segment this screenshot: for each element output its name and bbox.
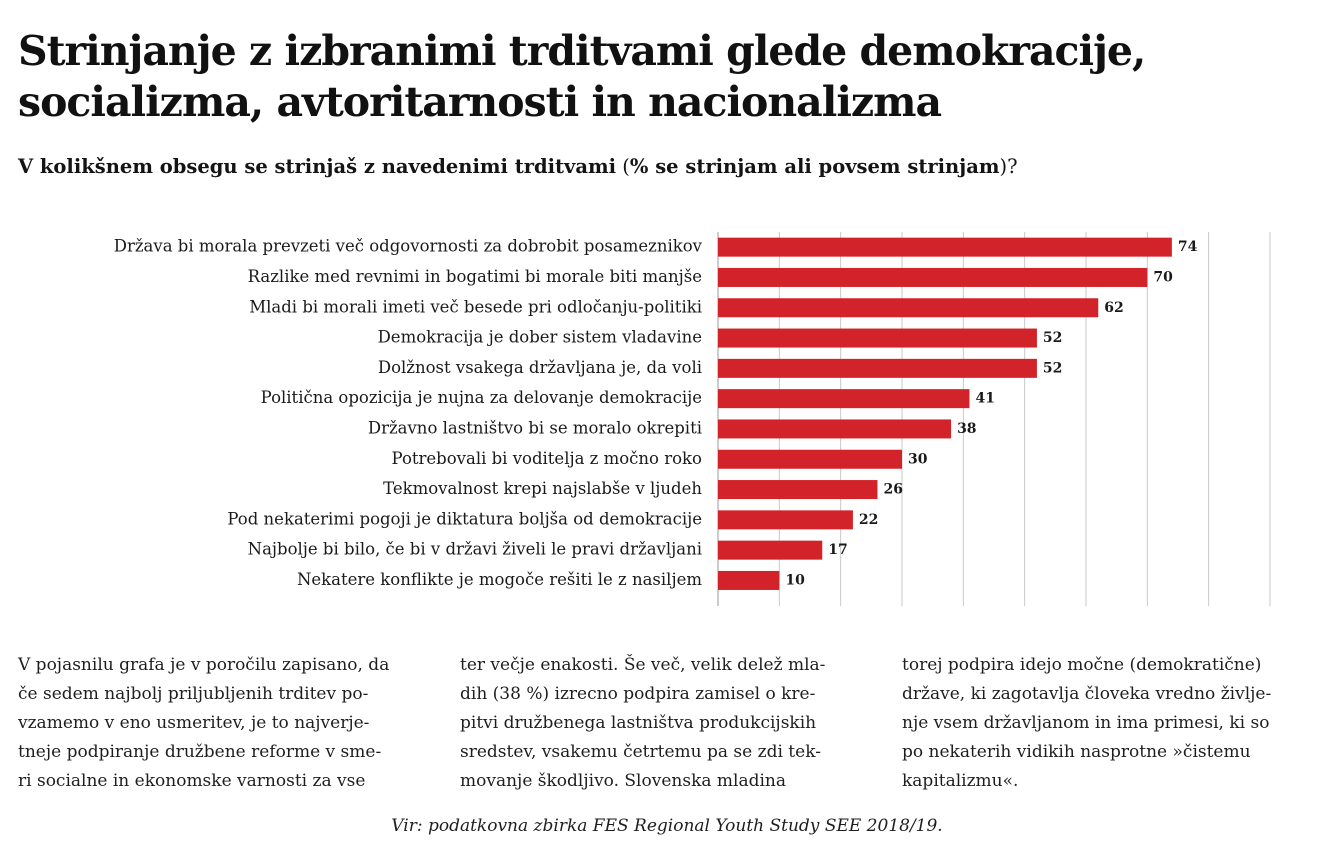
body-column-1: V pojasnilu grafa je v poročilu zapisano… [18,651,428,796]
body-column-2: ter večje enakosti. Še več, velik delež … [460,651,870,796]
subtitle-paren-close: )? [999,155,1018,178]
bar [718,358,1037,378]
chart-bars [718,237,1172,590]
bar [718,237,1172,257]
bar [718,389,970,409]
chart-subtitle: V kolikšnem obsegu se strinjaš z naveden… [18,154,1318,180]
category-label: Demokracija je dober sistem vladavine [378,328,702,347]
bar-chart: Država bi morala prevzeti več odgovornos… [114,232,1271,606]
bar [718,510,853,530]
category-label: Dolžnost vsakega državljana je, da voli [378,358,702,377]
data-label: 52 [1043,360,1062,376]
category-label: Mladi bi morali imeti več besede pri odl… [249,297,702,316]
subtitle-question: V kolikšnem obsegu se strinjaš z naveden… [18,155,617,178]
data-label: 38 [957,421,976,437]
body-text-col3: torej podpira idejo močne (demokratične)… [902,655,1272,791]
bar [718,328,1037,348]
data-label: 22 [859,512,878,528]
data-label: 52 [1043,330,1062,346]
bar [718,540,823,560]
bar [718,449,902,469]
category-label: Politična opozicija je nujna za delovanj… [261,388,702,407]
body-column-3: torej podpira idejo močne (demokratične)… [902,651,1312,796]
subtitle-paren-open: ( [616,155,630,178]
category-label: Nekatere konflikte je mogoče rešiti le z… [297,570,702,589]
category-label: Tekmovalnost krepi najslabše v ljudeh [383,479,702,498]
chart-title: Strinjanje z izbranimi trditvami glede d… [18,27,1146,126]
data-label: 30 [908,451,928,467]
chart-category-labels: Država bi morala prevzeti več odgovornos… [114,237,703,589]
bar [718,298,1099,318]
data-label: 41 [975,391,994,407]
data-label: 62 [1104,300,1123,316]
data-label: 70 [1153,269,1173,285]
body-text-col1: V pojasnilu grafa je v poročilu zapisano… [18,655,390,791]
category-label: Razlike med revnimi in bogatimi bi moral… [248,267,702,286]
category-label: Država bi morala prevzeti več odgovornos… [114,237,703,256]
category-label: Potrebovali bi voditelja z močno roko [392,449,703,468]
bar [718,570,780,590]
subtitle-note: % se strinjam ali povsem strinjam [629,155,1000,178]
data-label: 26 [883,482,902,498]
chart-value-labels: 74 70 62 52 52 41 38 30 26 22 17 10 [785,239,1197,588]
category-label: Državno lastništvo bi se moralo okrepiti [368,418,702,437]
bar [718,419,952,439]
body-text-col2: ter večje enakosti. Še več, velik delež … [460,655,826,791]
data-label: 10 [785,572,805,588]
category-label: Najbolje bi bilo, če bi v državi živeli … [248,540,702,559]
category-label: Pod nekaterimi pogoji je diktatura boljš… [227,509,702,528]
data-label: 74 [1178,239,1198,255]
bar [718,480,878,500]
source-note: Vir: podatkovna zbirka FES Regional Yout… [391,816,943,836]
chart-gridlines [717,232,1271,606]
bar [718,267,1148,287]
data-label: 17 [828,542,847,558]
